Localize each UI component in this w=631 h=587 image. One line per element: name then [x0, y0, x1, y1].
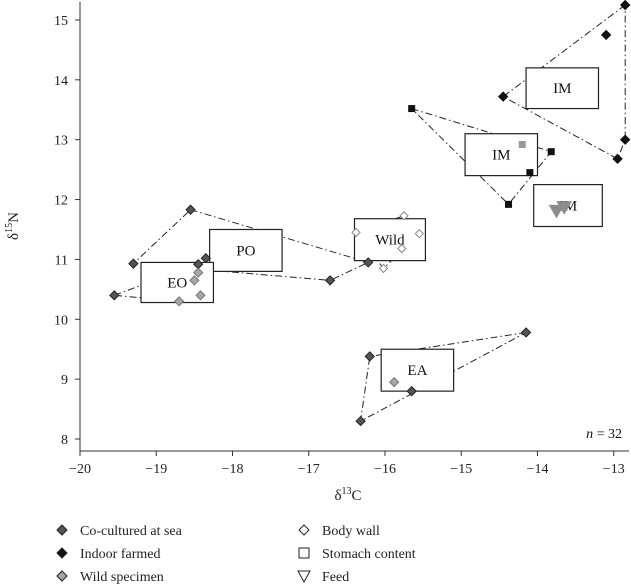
co-cultured-point	[109, 290, 120, 301]
wild-specimen-point	[173, 296, 185, 307]
co-cultured-point	[363, 257, 374, 268]
y-axis-label: δ15N	[4, 212, 22, 240]
legend-marker	[298, 524, 310, 536]
indoor-body-wall-point	[619, 0, 631, 11]
legend-marker	[56, 524, 68, 536]
group-box-label: IM	[553, 81, 571, 97]
legend-marker	[297, 570, 311, 584]
data-points	[109, 0, 631, 427]
x-axis-ticks: −20 −19 −18 −17 −16 −15 −14 −13	[69, 451, 625, 477]
indoor-stomach-point	[408, 105, 416, 113]
legend: Co-cultured at sea Body wall Indoor farmed…	[56, 524, 416, 585]
x-axis-label: δ13C	[334, 486, 361, 504]
y-tick-label: 15	[54, 14, 68, 29]
legend-label: Indoor farmed	[80, 547, 160, 562]
group-box-label: EA	[407, 363, 427, 379]
co-cultured-point	[355, 415, 366, 427]
group-box-label: Wild	[375, 233, 405, 249]
x-tick-label: −18	[222, 462, 244, 477]
indoor-body-wall-point	[497, 91, 509, 102]
co-cultured-point	[520, 327, 532, 338]
y-tick-label: 11	[55, 253, 68, 268]
x-tick-label: −13	[603, 462, 625, 477]
group-hull	[132, 209, 370, 281]
legend-marker	[298, 547, 310, 559]
legend-label: Co-cultured at sea	[80, 524, 183, 539]
indoor-stomach-point	[505, 200, 513, 208]
group-hull	[502, 3, 626, 160]
x-tick-label: −15	[450, 462, 472, 477]
legend-label: Feed	[322, 570, 349, 585]
y-tick-label: 14	[54, 74, 68, 89]
wild-body-wall-point	[378, 263, 389, 274]
y-tick-label: 8	[61, 433, 68, 448]
sample-count-annotation: n = 32	[586, 427, 622, 442]
x-tick-label: −17	[298, 462, 320, 477]
co-cultured-point	[200, 253, 212, 264]
co-cultured-point	[324, 275, 336, 286]
x-tick-label: −19	[145, 462, 167, 477]
y-tick-label: 13	[54, 134, 68, 149]
co-cultured-point	[364, 351, 375, 362]
wild-body-wall-point	[414, 228, 425, 239]
co-cultured-point	[185, 204, 196, 215]
legend-label: Body wall	[322, 524, 380, 539]
group-box	[353, 218, 427, 262]
feed-point	[548, 204, 565, 219]
indoor-body-wall-point	[600, 29, 612, 41]
group-label-boxes: IMIMIMPOWildEOEA	[140, 67, 603, 392]
gray-stomach-point	[518, 140, 526, 148]
co-cultured-point	[406, 385, 417, 397]
y-tick-label: 12	[54, 194, 68, 209]
group-hull	[411, 108, 553, 206]
group-hull	[359, 332, 527, 423]
indoor-body-wall-point	[619, 134, 631, 145]
group-box-label: EO	[167, 275, 187, 291]
wild-body-wall-point	[397, 243, 407, 254]
feed-point	[556, 201, 573, 215]
x-tick-label: −14	[527, 462, 549, 477]
indoor-body-wall-point	[612, 153, 623, 165]
indoor-stomach-point	[547, 148, 555, 156]
wild-specimen-point	[388, 376, 400, 388]
legend-label: Stomach content	[322, 547, 416, 562]
legend-marker	[56, 547, 68, 559]
co-cultured-point	[128, 258, 139, 269]
y-axis-ticks: 8 9 10 11 12 13 14 15	[54, 14, 80, 448]
wild-body-wall-point	[351, 227, 361, 238]
x-tick-label: −20	[69, 462, 91, 477]
group-box-label: PO	[236, 243, 255, 259]
group-box	[464, 133, 539, 177]
indoor-stomach-point	[526, 169, 534, 177]
y-tick-label: 9	[61, 373, 68, 388]
y-tick-label: 10	[54, 313, 68, 328]
group-box-label: IM	[492, 148, 510, 164]
group-box	[525, 67, 600, 110]
group-box	[209, 228, 283, 272]
wild-specimen-point	[195, 290, 206, 301]
wild-specimen-point	[189, 275, 200, 286]
wild-specimen-point	[192, 267, 204, 278]
legend-label: Wild specimen	[80, 570, 164, 585]
wild-body-wall-point	[399, 211, 409, 221]
legend-marker	[56, 570, 68, 582]
x-tick-label: −16	[374, 462, 396, 477]
